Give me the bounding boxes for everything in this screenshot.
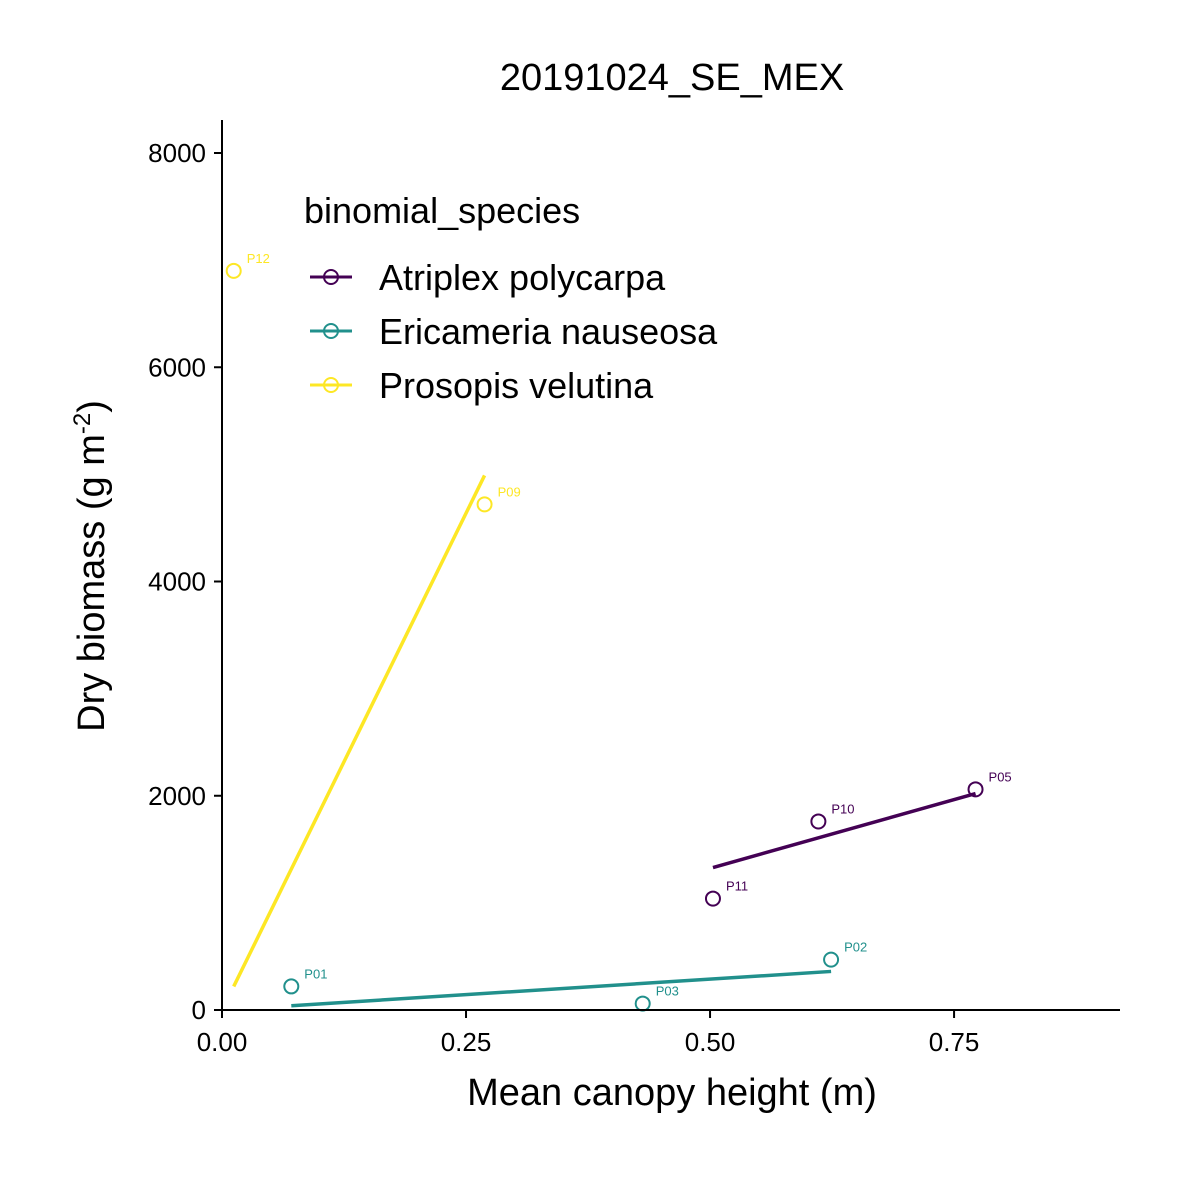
data-point-p12 [225, 262, 242, 279]
y-tick-label: 4000 [148, 567, 206, 597]
y-tick-label: 0 [192, 995, 206, 1025]
point-label-p09: P09 [498, 484, 521, 499]
legend-item-prosopis-velutina: Prosopis velutina [310, 365, 654, 406]
data-point-p10 [810, 813, 827, 830]
point-label-p12: P12 [247, 251, 270, 266]
data-point-p01 [283, 978, 300, 995]
point-label-p05: P05 [989, 769, 1012, 784]
y-axis-title-main: Dry biomass (g m [71, 434, 113, 732]
data-point-p02 [823, 951, 840, 968]
data-point-p09 [476, 496, 493, 513]
x-axis-title: Mean canopy height (m) [467, 1072, 877, 1114]
legend-item-ericameria-nauseosa: Ericameria nauseosa [310, 311, 718, 352]
legend-label: Atriplex polycarpa [379, 257, 666, 298]
legend-title: binomial_species [304, 190, 580, 231]
x-tick-label: 0.50 [685, 1027, 736, 1057]
legend-key-point [323, 377, 339, 393]
fit-line-atriplex-polycarpa [712, 791, 977, 870]
y-ticks: 0 2000 4000 6000 8000 [148, 138, 222, 1025]
legend-item-atriplex-polycarpa: Atriplex polycarpa [310, 257, 666, 298]
legend: binomial_species Atriplex polycarpa Erica… [304, 190, 718, 406]
y-axis-title-close: ) [71, 400, 113, 413]
legend-key-point [323, 323, 339, 339]
series-layer: P05 P10 P11 P01 P02 P03 P12 P09 [225, 251, 1012, 1012]
y-axis-title: Dry biomass (g m-2) [69, 400, 113, 732]
point-label-p10: P10 [831, 801, 854, 816]
y-tick-label: 8000 [148, 138, 206, 168]
data-point-p11 [704, 890, 721, 907]
y-tick-label: 2000 [148, 781, 206, 811]
x-tick-label: 0.75 [929, 1027, 980, 1057]
data-point-p05 [967, 781, 984, 798]
y-axis-title-superscript: -2 [69, 413, 96, 434]
x-tick-label: 0.00 [197, 1027, 248, 1057]
x-tick-label: 0.25 [441, 1027, 492, 1057]
fit-line-prosopis-velutina [232, 474, 487, 988]
fit-line-ericameria-nauseosa [291, 969, 832, 1008]
x-ticks: 0.00 0.25 0.50 0.75 [197, 1010, 980, 1057]
legend-label: Ericameria nauseosa [379, 311, 718, 352]
y-tick-label: 6000 [148, 352, 206, 382]
point-label-p03: P03 [656, 984, 679, 999]
point-label-p11: P11 [726, 879, 748, 894]
legend-key-point [323, 269, 339, 285]
legend-label: Prosopis velutina [379, 365, 654, 406]
point-label-p01: P01 [304, 966, 327, 981]
point-label-p02: P02 [844, 940, 867, 955]
chart-title: 20191024_SE_MEX [500, 57, 844, 99]
